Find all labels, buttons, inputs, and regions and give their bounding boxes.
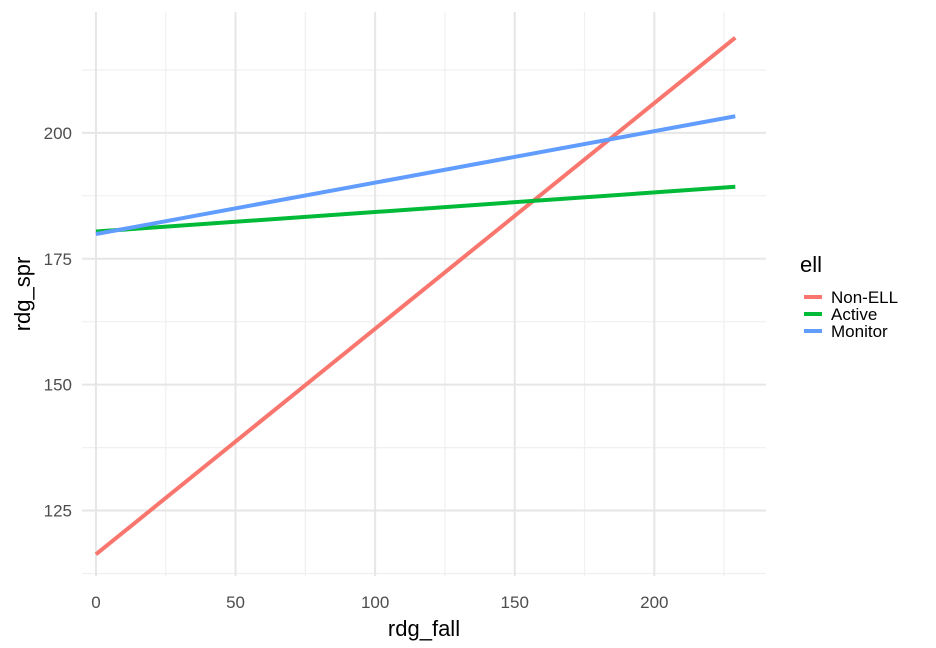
series-line-monitor xyxy=(95,114,736,237)
y-axis-title: rdg_spr xyxy=(10,257,35,332)
legend-title: ell xyxy=(800,252,822,277)
legend-label-active: Active xyxy=(831,305,877,324)
y-tick-label: 175 xyxy=(44,250,72,269)
legend-label-non-ell: Non-ELL xyxy=(831,288,898,307)
x-axis-title: rdg_fall xyxy=(388,616,460,641)
x-tick-label: 200 xyxy=(640,593,668,612)
grid xyxy=(82,12,766,576)
series-line-non-ell xyxy=(94,36,737,556)
tick-labels: 0 50 100 150 200 125 150 175 200 xyxy=(44,124,669,612)
series-line-active xyxy=(95,184,736,234)
x-tick-label: 150 xyxy=(501,593,529,612)
x-tick-label: 100 xyxy=(361,593,389,612)
x-tick-label: 50 xyxy=(226,593,245,612)
y-tick-label: 125 xyxy=(44,502,72,521)
x-tick-label: 0 xyxy=(91,593,100,612)
legend-label-monitor: Monitor xyxy=(831,322,888,341)
y-tick-label: 150 xyxy=(44,376,72,395)
y-tick-label: 200 xyxy=(44,124,72,143)
series-lines xyxy=(94,36,737,556)
